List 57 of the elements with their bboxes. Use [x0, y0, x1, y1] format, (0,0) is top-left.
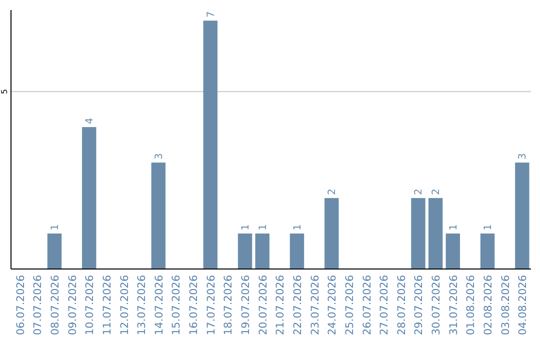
- x-tick-label: 23.07.2026: [309, 274, 322, 336]
- y-tick-label: 5: [0, 89, 9, 94]
- x-tick-label: 15.07.2026: [170, 274, 183, 336]
- data-label: 7: [206, 11, 217, 18]
- bar: [255, 234, 270, 269]
- data-label: 1: [483, 224, 494, 231]
- data-label: 4: [84, 118, 96, 124]
- bar: [203, 20, 218, 269]
- x-tick-label: 10.07.2026: [84, 274, 96, 336]
- x-tick-label: 17.07.2026: [205, 274, 218, 336]
- x-tick-label: 29.07.2026: [413, 274, 426, 336]
- x-tick-label: 28.07.2026: [396, 274, 408, 336]
- bar: [428, 198, 443, 269]
- x-tick-label: 08.07.2026: [49, 274, 62, 336]
- x-tick-label: 30.07.2026: [430, 274, 443, 336]
- x-tick-label: 01.08.2026: [465, 274, 478, 336]
- x-tick-label: 18.07.2026: [222, 274, 235, 336]
- x-tick-label: 09.07.2026: [66, 274, 79, 336]
- data-label: 2: [431, 188, 442, 196]
- x-tick-label: 26.07.2026: [361, 274, 374, 336]
- bar: [324, 198, 339, 269]
- x-tick-label: 21.07.2026: [274, 274, 287, 336]
- bar: [446, 234, 460, 269]
- bar: [151, 162, 166, 269]
- data-label: 1: [292, 224, 304, 231]
- data-label: 2: [414, 188, 425, 196]
- x-tick-label: 07.07.2026: [32, 274, 44, 336]
- x-tick-label: 22.07.2026: [292, 274, 304, 336]
- x-tick-label: 14.07.2026: [153, 274, 166, 336]
- x-tick-label: 24.07.2026: [326, 274, 339, 336]
- data-label: 2: [327, 188, 338, 196]
- x-tick-label: 12.07.2026: [118, 274, 131, 336]
- data-label: 1: [50, 224, 61, 231]
- data-label: 1: [258, 224, 269, 231]
- bar: [515, 162, 530, 269]
- x-tick-label: 16.07.2026: [188, 274, 200, 336]
- data-label: 3: [518, 153, 529, 160]
- x-tick-label: 02.08.2026: [482, 274, 495, 336]
- bar: [47, 234, 62, 269]
- bar: [411, 198, 426, 269]
- x-tick-label: 04.08.2026: [517, 274, 530, 336]
- bar: [238, 234, 252, 269]
- x-tick-label: 11.07.2026: [101, 274, 114, 336]
- bar: [82, 127, 96, 269]
- x-tick-label: 03.08.2026: [500, 274, 512, 336]
- x-tick-label: 13.07.2026: [136, 274, 148, 336]
- bar: [290, 234, 304, 269]
- x-tick-label: 19.07.2026: [240, 274, 252, 336]
- x-tick-label: 27.07.2026: [378, 274, 391, 336]
- x-tick-label: 25.07.2026: [344, 274, 356, 336]
- x-tick-label: 06.07.2026: [14, 274, 27, 336]
- data-label: 1: [448, 224, 460, 231]
- x-tick-label: 20.07.2026: [257, 274, 270, 336]
- x-tick-label: 31.07.2026: [448, 274, 460, 336]
- data-label: 3: [154, 153, 165, 160]
- bar: [480, 234, 495, 269]
- data-label: 1: [240, 224, 252, 231]
